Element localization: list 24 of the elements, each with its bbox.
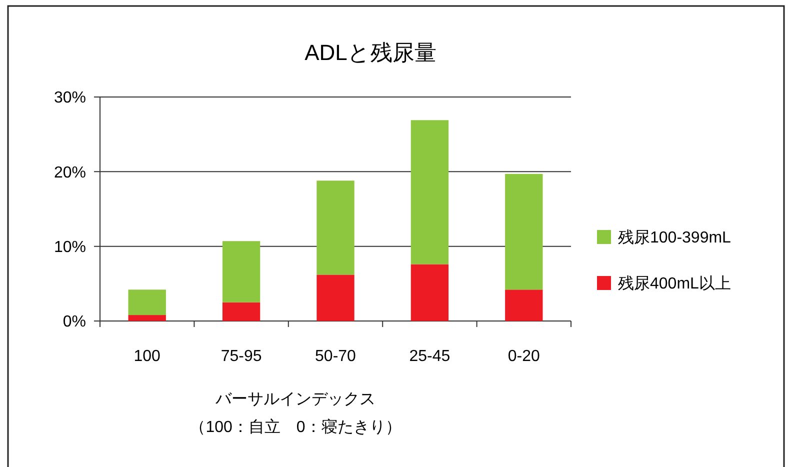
bar (128, 315, 166, 321)
x-tick-label: 100 (134, 348, 161, 365)
y-tick-label: 30% (54, 90, 86, 107)
legend-label: 残尿400mL以上 (618, 274, 731, 293)
x-tick-label: 25-45 (409, 348, 450, 365)
x-tick-label: 50-70 (315, 348, 356, 365)
x-tick-label: 0-20 (508, 348, 540, 365)
bar (410, 120, 449, 264)
bar (505, 290, 543, 321)
bar (222, 241, 260, 302)
legend-label: 残尿100-399mL (618, 228, 732, 247)
bar (316, 274, 354, 321)
bar (505, 174, 543, 290)
y-tick-label: 10% (54, 238, 86, 256)
y-tick-label: 0% (62, 314, 86, 331)
bar (410, 264, 449, 321)
bar (128, 290, 166, 316)
bar (316, 180, 354, 275)
bar (222, 302, 260, 321)
y-tick-label: 20% (54, 164, 86, 182)
text: （100：自立 0：寝たきり） (190, 418, 402, 436)
x-tick-label: 75-95 (220, 348, 262, 365)
chart-title: ADLと残尿量 (304, 40, 436, 65)
x-axis-title: バーサルインデックス (214, 391, 376, 408)
